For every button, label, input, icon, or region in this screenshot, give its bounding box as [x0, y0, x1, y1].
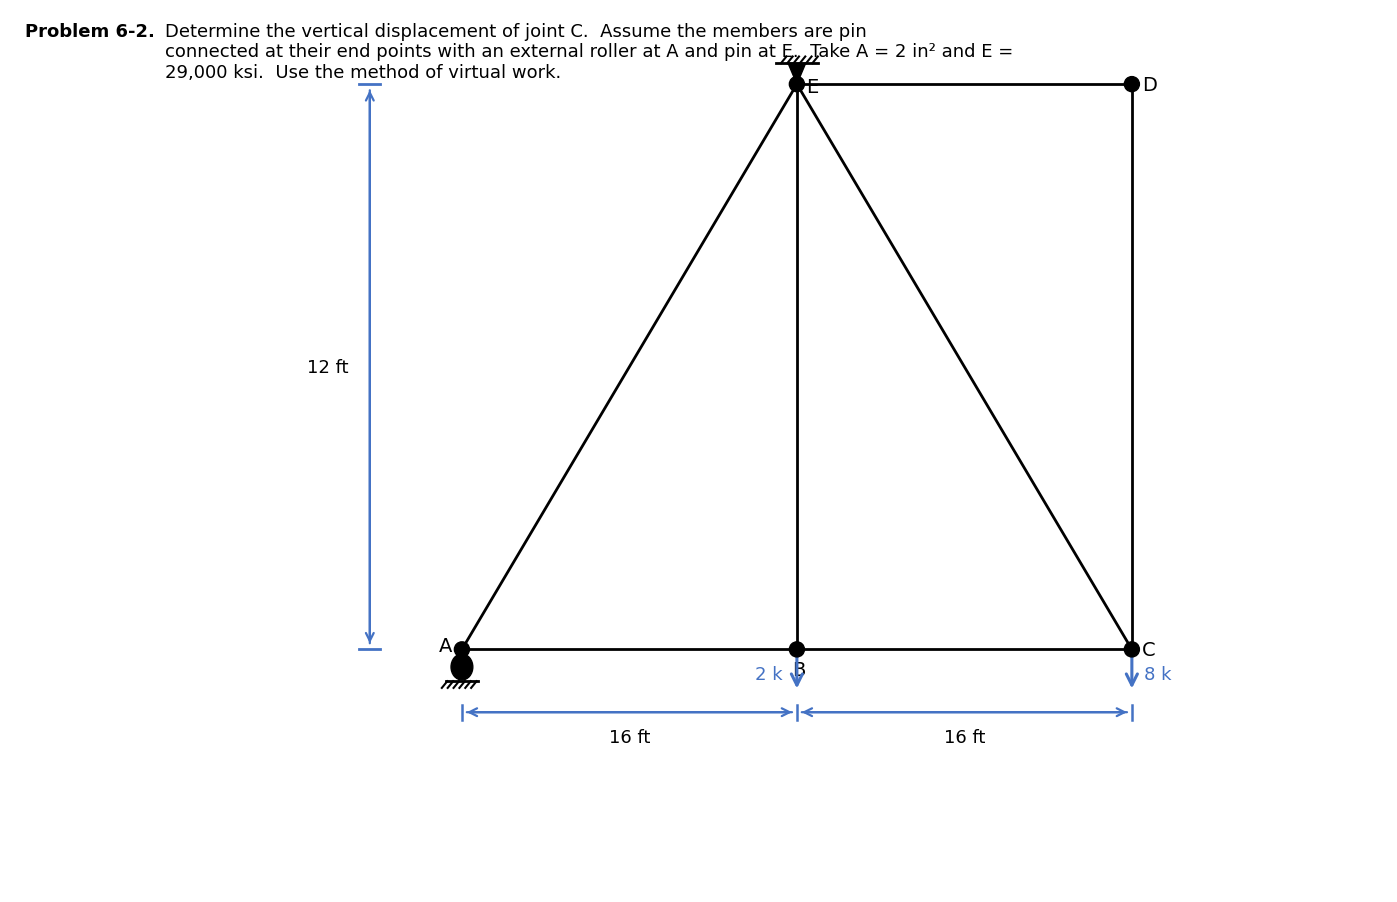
Text: Determine the vertical displacement of joint C.  Assume the members are pin
conn: Determine the vertical displacement of j… — [165, 23, 1013, 82]
Polygon shape — [788, 64, 806, 85]
Text: B: B — [792, 660, 806, 679]
Text: 8 k: 8 k — [1144, 665, 1172, 683]
Text: D: D — [1143, 76, 1157, 95]
Circle shape — [1125, 642, 1140, 658]
Text: 16 ft: 16 ft — [609, 728, 650, 746]
Text: E: E — [806, 78, 819, 97]
Circle shape — [789, 78, 805, 93]
Text: 2 k: 2 k — [754, 665, 782, 683]
Text: 16 ft: 16 ft — [944, 728, 985, 746]
Text: Problem 6-2.: Problem 6-2. — [25, 23, 155, 41]
Ellipse shape — [451, 654, 472, 680]
Circle shape — [454, 642, 469, 658]
Circle shape — [789, 642, 805, 658]
Text: C: C — [1143, 640, 1155, 659]
Text: 12 ft: 12 ft — [307, 358, 349, 376]
Circle shape — [1125, 78, 1140, 93]
Text: A: A — [439, 636, 453, 655]
